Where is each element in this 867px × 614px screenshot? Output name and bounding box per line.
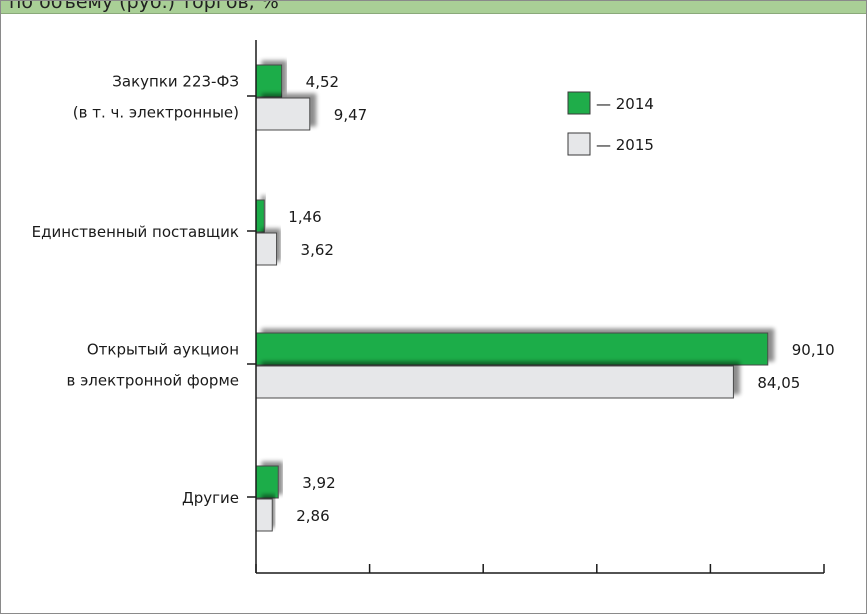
legend-label-2014: — 2014: [596, 95, 654, 113]
legend-swatch-2015: [567, 132, 591, 156]
value-label-2015-cat-3: 2,86: [296, 507, 329, 525]
axes-group: [247, 40, 825, 574]
value-label-2014-cat-0: 4,52: [306, 73, 339, 91]
bars-group: [255, 64, 769, 532]
value-label-2014-cat-3: 3,92: [302, 474, 335, 492]
value-label-2015-cat-0: 9,47: [334, 106, 367, 124]
bar-2015-cat-3: [255, 498, 273, 532]
bar-2014-cat-3: [255, 465, 279, 499]
value-label-2015-cat-1: 3,62: [301, 241, 334, 259]
chart-title: по объему (руб.) торгов, %: [9, 1, 279, 13]
legend-label-2015: — 2015: [596, 136, 654, 154]
legend: — 2014 — 2015: [567, 91, 654, 156]
bar-2014-cat-0: [255, 64, 283, 98]
category-label-2-line-1: в электронной форме: [66, 372, 239, 390]
category-label-2-line-0: Открытый аукцион: [87, 341, 239, 359]
value-label-2014-cat-2: 90,10: [792, 341, 835, 359]
bar-2015-cat-1: [255, 232, 278, 266]
bar-2014-cat-1: [255, 199, 265, 233]
bar-2015-cat-0: [255, 97, 311, 131]
category-label-3-line-0: Другие: [182, 489, 239, 507]
bar-2014-cat-2: [255, 332, 769, 366]
legend-swatch-2014: [567, 91, 591, 115]
value-label-2015-cat-2: 84,05: [757, 374, 800, 392]
title-bar: по объему (руб.) торгов, %: [1, 1, 866, 14]
value-label-2014-cat-1: 1,46: [288, 208, 321, 226]
category-label-0-line-1: (в т. ч. электронные): [73, 104, 239, 122]
labels-group: 4,52 1,46 90,10 3,92 9,47 3,62 84,05 2,86 Закупк…: [32, 73, 835, 526]
category-label-0-line-0: Закупки 223-ФЗ: [112, 73, 239, 91]
category-label-1-line-0: Единственный поставщик: [32, 223, 239, 241]
bar-2015-cat-2: [255, 365, 734, 399]
